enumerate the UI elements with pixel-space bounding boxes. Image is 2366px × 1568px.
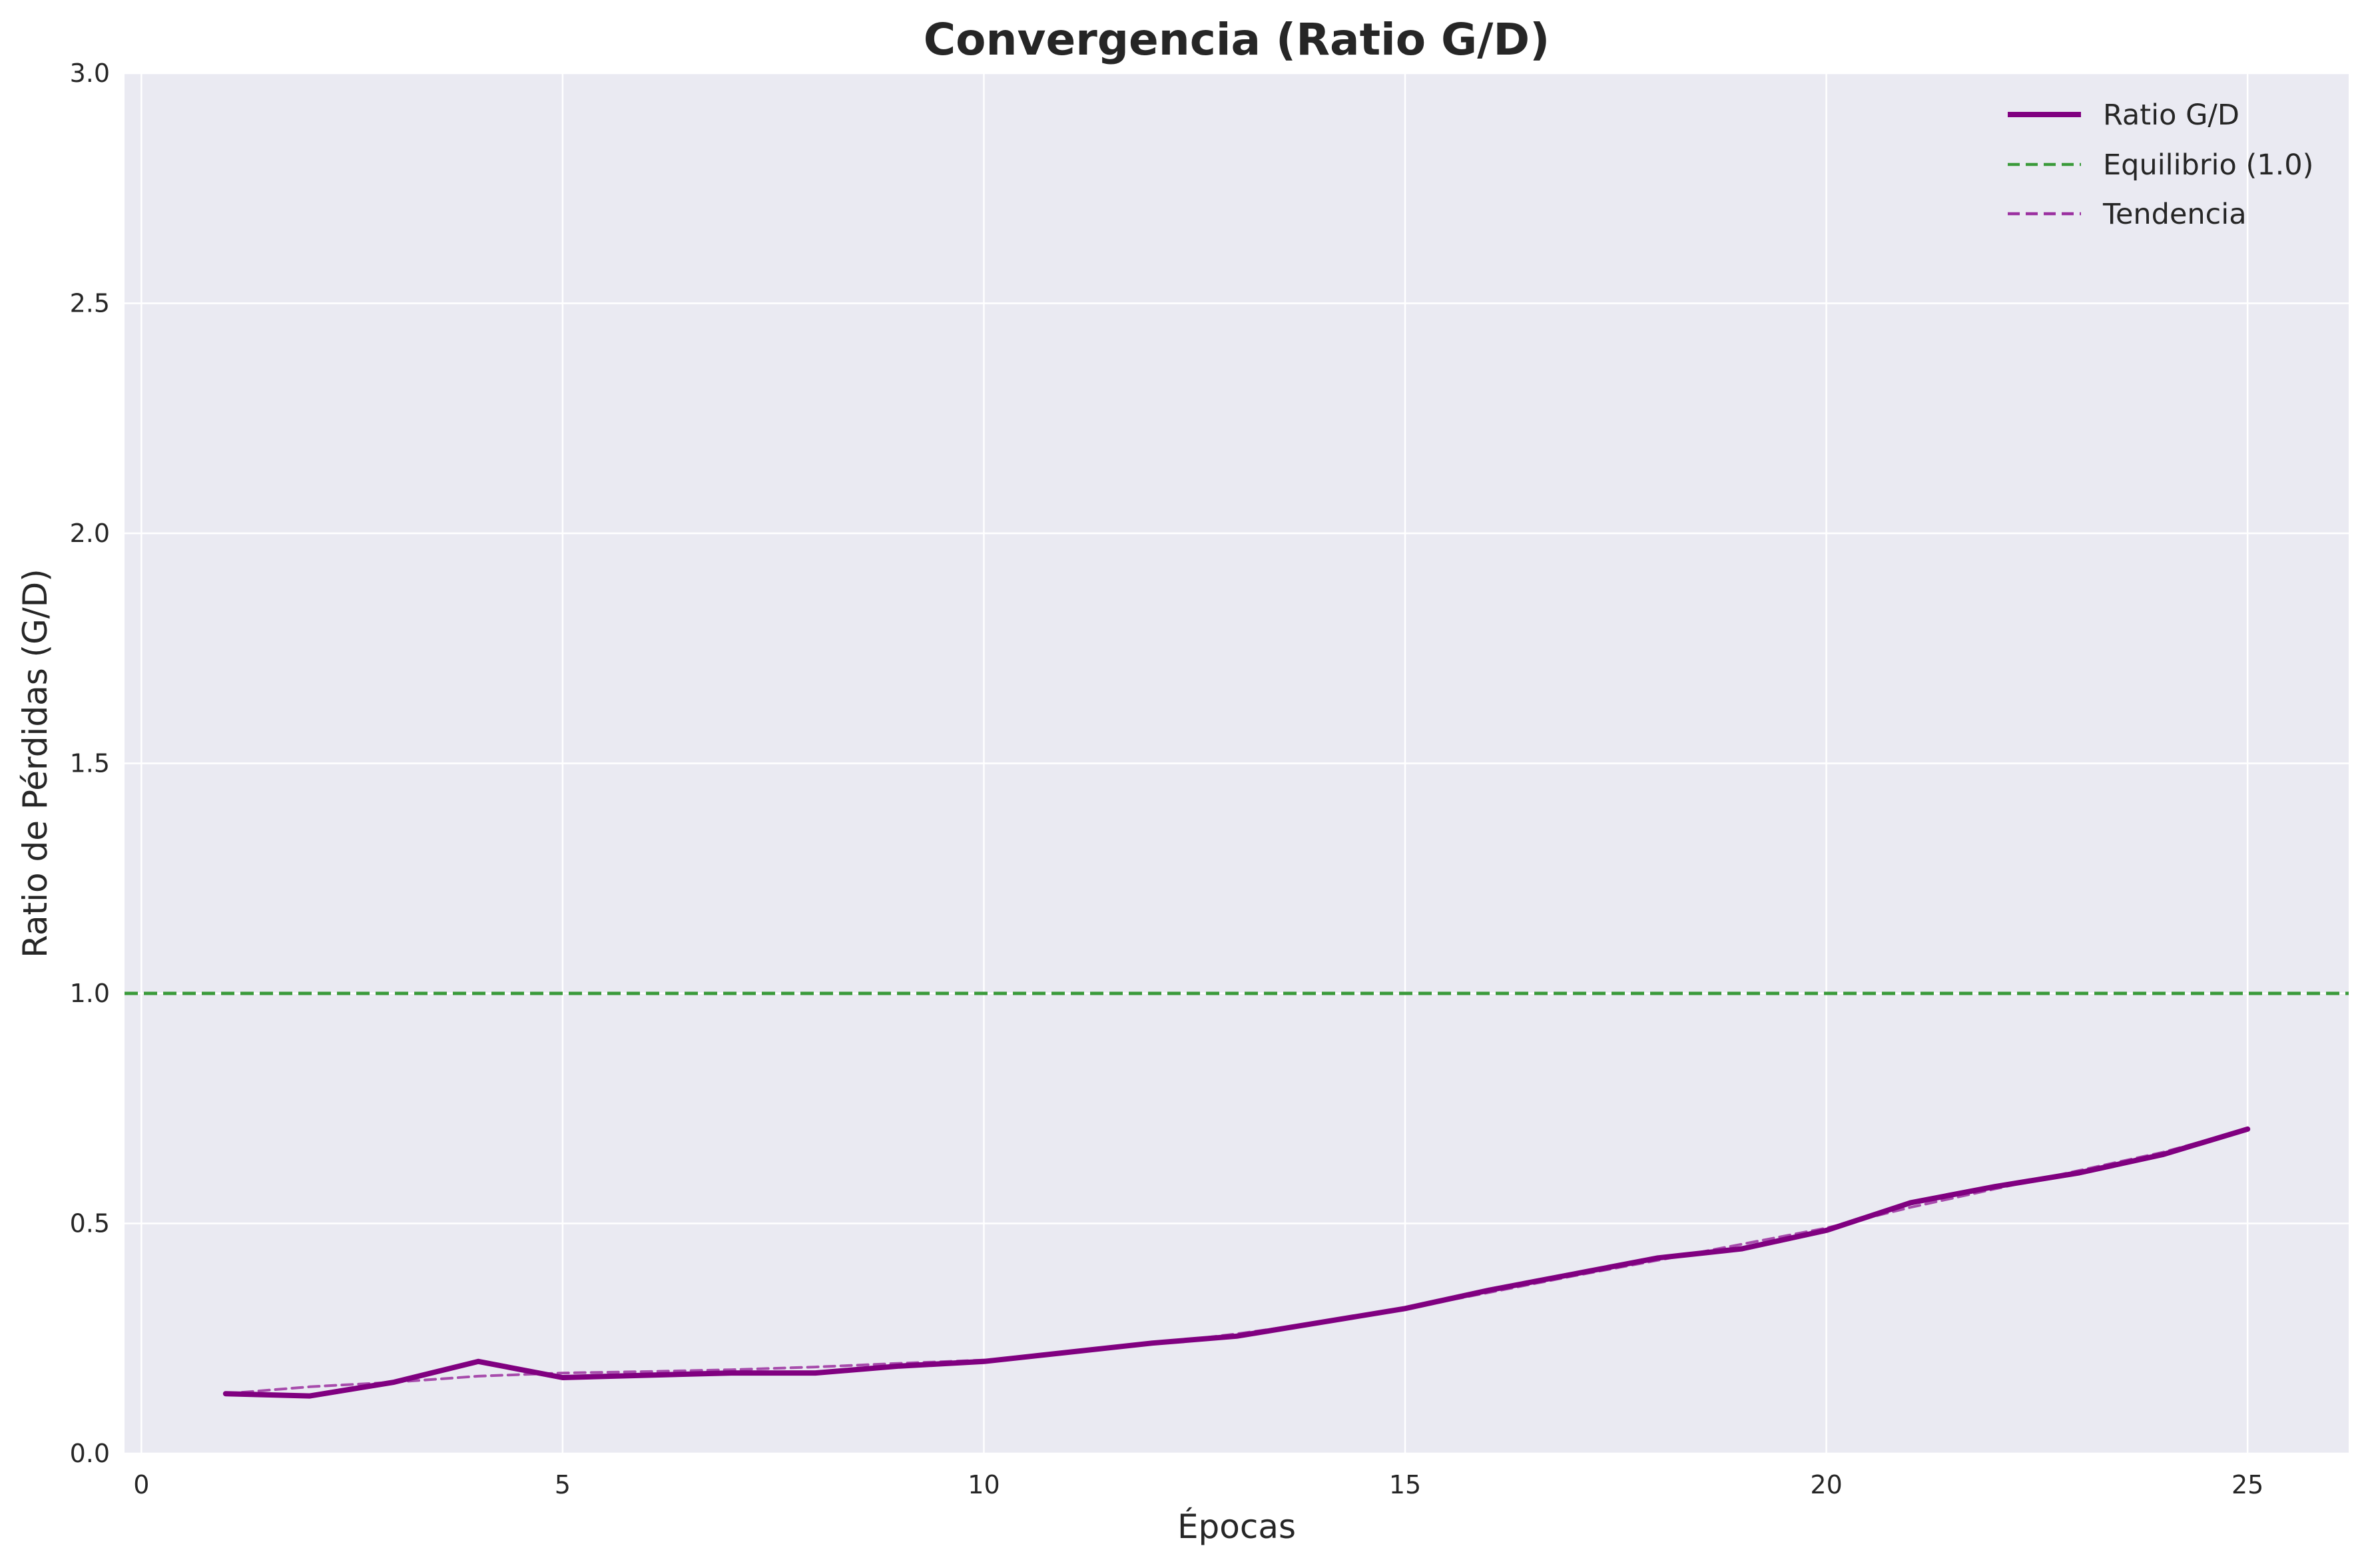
y-axis-label: Ratio de Pérdidas (G/D) xyxy=(16,569,55,958)
x-tick-label-5: 25 xyxy=(2231,1470,2263,1499)
series-tendencia-line xyxy=(224,1127,2249,1396)
legend: Ratio G/D Equilibrio (1.0) Tendencia xyxy=(2008,99,2313,231)
x-tick-label-2: 10 xyxy=(968,1470,1000,1499)
y-tick-label-1: 0.5 xyxy=(70,1209,110,1238)
x-axis-label: Épocas xyxy=(1177,1507,1296,1546)
y-tick-label-0: 0.0 xyxy=(70,1439,110,1468)
x-tick-label-1: 5 xyxy=(555,1470,571,1499)
y-tick-label-5: 2.5 xyxy=(70,289,110,318)
y-tick-label-2: 1.0 xyxy=(70,979,110,1008)
chart-title: Convergencia (Ratio G/D) xyxy=(924,14,1550,65)
series-lines xyxy=(222,1126,2251,1399)
x-tick-labels: 0 5 10 15 20 25 xyxy=(133,1470,2263,1499)
legend-label-2: Tendencia xyxy=(2102,198,2247,231)
x-tick-label-4: 20 xyxy=(1810,1470,1842,1499)
legend-label-1: Equilibrio (1.0) xyxy=(2103,148,2313,182)
y-tick-label-6: 3.0 xyxy=(70,59,110,88)
legend-label-0: Ratio G/D xyxy=(2103,99,2239,132)
series-ratio-g-d-line xyxy=(222,1126,2251,1399)
y-tick-label-4: 2.0 xyxy=(70,519,110,548)
x-tick-label-3: 15 xyxy=(1389,1470,1421,1499)
x-tick-label-0: 0 xyxy=(133,1470,149,1499)
y-tick-labels: 0.0 0.5 1.0 1.5 2.0 2.5 3.0 xyxy=(70,59,110,1468)
y-tick-label-3: 1.5 xyxy=(70,749,110,778)
